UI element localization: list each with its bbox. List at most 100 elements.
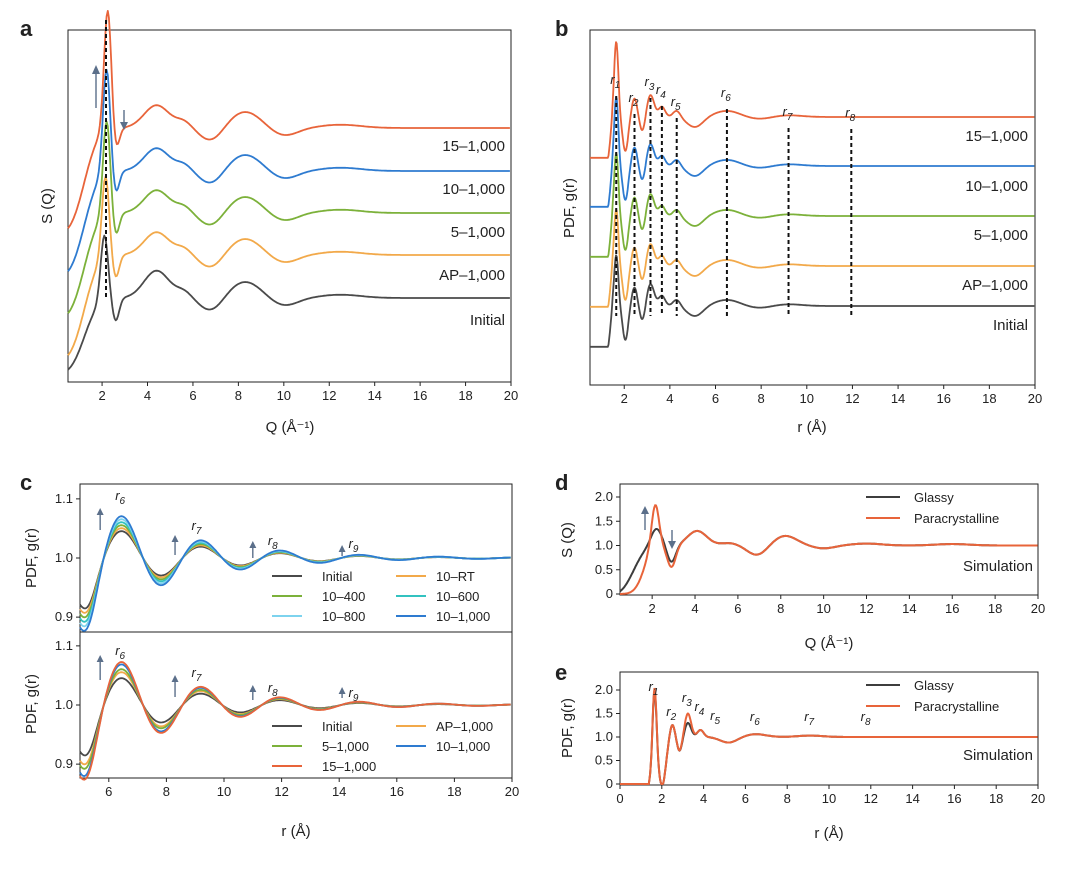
panel-b-label-initial: Initial bbox=[993, 317, 1028, 334]
panel-a-curve-1 bbox=[67, 175, 510, 356]
panel-e-ylabel: PDF, g(r) bbox=[559, 698, 576, 758]
panel-e-xtick-label: 6 bbox=[742, 791, 749, 806]
panel-e-xtick-label: 8 bbox=[784, 791, 791, 806]
panel-e-peak-labels: r1 r2 r3 r4 r5 r6 r7 r8 bbox=[648, 679, 870, 728]
panel-a-xtick-label: 6 bbox=[189, 388, 196, 403]
panel-e-peak-label-7: r7 bbox=[804, 709, 814, 728]
legend-label-b-ap: AP–1,000 bbox=[436, 719, 493, 734]
panel-d-letter: d bbox=[555, 470, 568, 495]
panel-d-ylabel: S (Q) bbox=[559, 522, 576, 558]
panel-c-bottom-ytick-label: 0.9 bbox=[55, 756, 73, 771]
panel-a-xtick-label: 20 bbox=[504, 388, 518, 403]
panel-e-peak-label-3: r3 bbox=[682, 690, 692, 709]
legend-label-d-glassy: Glassy bbox=[914, 490, 954, 505]
panel-b-xtick-label: 12 bbox=[845, 391, 859, 406]
panel-e-ytick-label: 0.5 bbox=[595, 753, 613, 768]
panel-b-label-15: 15–1,000 bbox=[965, 128, 1028, 145]
panel-b-xtick-label: 8 bbox=[758, 391, 765, 406]
panel-a-up-arrow bbox=[92, 65, 100, 108]
panel-b-xlabel: r (Å) bbox=[797, 419, 826, 436]
panel-c-top-arrowhead-2 bbox=[171, 535, 179, 542]
panel-b-peak-label-2: r2 bbox=[629, 90, 639, 109]
legend-label-10-800: 10–800 bbox=[322, 609, 365, 624]
panel-c-top-ytick-label: 0.9 bbox=[55, 609, 73, 624]
panel-a: a 2 4 6 8 10 12 14 16 18 20 Q (Å⁻¹) S (Q) 15–1,00… bbox=[20, 10, 518, 436]
panel-a-letter: a bbox=[20, 16, 33, 41]
panel-c-bottom-peak-label-4: r9 bbox=[348, 685, 358, 704]
panel-b-peak-label-5: r5 bbox=[671, 94, 681, 113]
panel-c-top-ylabel: PDF, g(r) bbox=[23, 528, 40, 588]
panel-d-ytick-label: 1.5 bbox=[595, 513, 613, 528]
panel-b-peak-label-1: r1 bbox=[610, 72, 620, 91]
panel-b-xtick-label: 20 bbox=[1028, 391, 1042, 406]
panel-a-xtick-label: 8 bbox=[235, 388, 242, 403]
panel-e-peak-label-8: r8 bbox=[861, 709, 871, 728]
panel-e-ytick-label: 1.0 bbox=[595, 729, 613, 744]
panel-b-letter: b bbox=[555, 16, 568, 41]
panel-b-label-5: 5–1,000 bbox=[974, 227, 1028, 244]
panel-d-xtick-label: 16 bbox=[945, 601, 959, 616]
panel-c-top-ytick-label: 1.0 bbox=[55, 550, 73, 565]
panel-d-ytick-label: 2.0 bbox=[595, 489, 613, 504]
panel-c-bottom-ytick-label: 1.1 bbox=[55, 638, 73, 653]
panel-e: e 0 2 4 6 8 10 12 14 16 18 20 0 0.5 1.0 1.5 2.0 r (Å) P… bbox=[555, 660, 1045, 842]
panel-e-xtick-label: 12 bbox=[864, 791, 878, 806]
panel-c: c 6 8 10 12 14 16 18 20 0.9 1.0 1.1 0.9 1.0 1.1 r (Å)… bbox=[20, 470, 519, 840]
panel-e-xtick-label: 2 bbox=[658, 791, 665, 806]
legend-label-10-400: 10–400 bbox=[322, 589, 365, 604]
panel-b-xticks: 2 4 6 8 10 12 14 16 18 20 bbox=[621, 385, 1042, 406]
panel-c-axes: 6 8 10 12 14 16 18 20 0.9 1.0 1.1 0.9 1.0 1.1 bbox=[55, 491, 519, 799]
panel-b-xtick-label: 18 bbox=[982, 391, 996, 406]
panel-e-xtick-label: 20 bbox=[1031, 791, 1045, 806]
panel-c-bottom-ylabel: PDF, g(r) bbox=[23, 674, 40, 734]
panel-d-xlabel: Q (Å⁻¹) bbox=[805, 635, 854, 652]
panel-c-xtick-label: 18 bbox=[447, 784, 461, 799]
panel-c-top-peak-label-4: r9 bbox=[348, 536, 358, 555]
panel-c-xlabel: r (Å) bbox=[281, 823, 310, 840]
panel-b-peak-label-4: r4 bbox=[656, 82, 666, 101]
legend-label-b-10: 10–1,000 bbox=[436, 739, 490, 754]
panel-e-xtick-label: 18 bbox=[989, 791, 1003, 806]
panel-c-top-curves bbox=[79, 515, 511, 632]
panel-a-xtick-label: 12 bbox=[322, 388, 336, 403]
panel-a-label-10: 10–1,000 bbox=[442, 181, 505, 198]
legend-label-10-1000: 10–1,000 bbox=[436, 609, 490, 624]
panel-a-xticks: 2 4 6 8 10 12 14 16 18 20 bbox=[98, 382, 518, 403]
panel-e-letter: e bbox=[555, 660, 567, 685]
panel-e-xtick-label: 14 bbox=[905, 791, 919, 806]
panel-b-peak-label-6: r6 bbox=[721, 85, 731, 104]
panel-e-xtick-label: 16 bbox=[947, 791, 961, 806]
panel-d-curve-1 bbox=[620, 504, 1038, 595]
panel-c-xtick-label: 10 bbox=[217, 784, 231, 799]
panel-a-xlabel: Q (Å⁻¹) bbox=[266, 419, 315, 436]
panel-a-xtick-label: 4 bbox=[144, 388, 151, 403]
panel-e-xtick-label: 10 bbox=[822, 791, 836, 806]
panel-d-xtick-label: 14 bbox=[902, 601, 916, 616]
legend-label-b-15: 15–1,000 bbox=[322, 759, 376, 774]
panel-a-xtick-label: 10 bbox=[277, 388, 291, 403]
panel-b-curve-2 bbox=[589, 152, 1035, 258]
panel-c-top-peak-label-2: r7 bbox=[192, 518, 202, 537]
panel-c-top-ytick-label: 1.1 bbox=[55, 491, 73, 506]
panel-c-bottom-arrowhead-1 bbox=[96, 655, 104, 662]
panel-d-xtick-label: 2 bbox=[649, 601, 656, 616]
panel-e-ytick-label: 2.0 bbox=[595, 682, 613, 697]
panel-b-curve-4 bbox=[589, 41, 1035, 159]
panel-b-peak-dashlines bbox=[615, 96, 853, 316]
panel-c-bottom-arrowhead-3 bbox=[249, 685, 257, 692]
panel-d-xtick-label: 4 bbox=[691, 601, 698, 616]
panel-a-curve-2 bbox=[67, 120, 510, 314]
panel-a-label-ap: AP–1,000 bbox=[439, 267, 505, 284]
panel-e-ytick-label: 1.5 bbox=[595, 706, 613, 721]
panel-d-ytick-label: 0.5 bbox=[595, 562, 613, 577]
panel-e-peak-label-2: r2 bbox=[666, 704, 676, 723]
panel-c-bottom-ytick-label: 1.0 bbox=[55, 697, 73, 712]
panel-a-label-5: 5–1,000 bbox=[451, 224, 505, 241]
panel-b-ylabel: PDF, g(r) bbox=[561, 178, 578, 238]
panel-b-curve-3 bbox=[589, 96, 1035, 208]
panel-c-top-arrowhead-4 bbox=[338, 545, 346, 552]
panel-c-top-peak-label-1: r6 bbox=[115, 488, 125, 507]
panel-b-xtick-label: 14 bbox=[891, 391, 905, 406]
